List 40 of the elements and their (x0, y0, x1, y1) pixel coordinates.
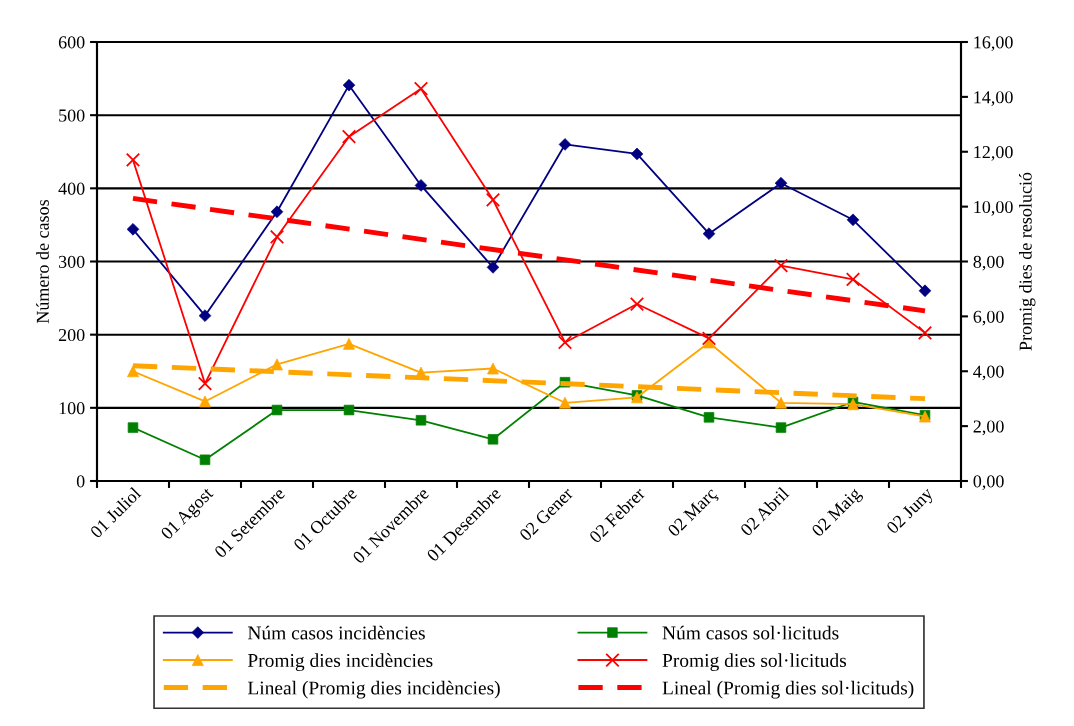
point (269, 229, 285, 244)
y-axis-title: Número de casos (36, 199, 49, 324)
point (341, 129, 357, 144)
y-tick-label: 300 (58, 255, 85, 268)
legend-label: Núm casos incidències (247, 625, 425, 640)
legend-label: Promig dies incidències (247, 653, 433, 672)
point (485, 192, 501, 207)
point (917, 325, 933, 340)
point (343, 404, 355, 416)
y2-tick-label: 16,00 (974, 36, 1013, 52)
point (845, 272, 861, 287)
point (125, 152, 141, 168)
y2-tick-label: 12,00 (974, 146, 1013, 161)
point (701, 331, 717, 346)
legend-label: Lineal (Promig dies incidències) (247, 680, 500, 699)
y-tick-label: 600 (58, 36, 85, 49)
y2-tick-label: 10,00 (974, 200, 1013, 216)
y-tick-label: 400 (58, 182, 85, 195)
legend-label: Núm casos sol·licituds (662, 625, 839, 640)
y2-tick-label: 6,00 (973, 310, 1004, 326)
point (773, 258, 789, 273)
y2-axis-title: Promig dies de resolució (1018, 172, 1036, 351)
y2-tick-label: 4,00 (973, 365, 1004, 381)
point (197, 376, 213, 391)
point (413, 81, 429, 96)
y2-tick-label: 2,00 (973, 420, 1004, 436)
y2-tick-label: 14,00 (974, 91, 1013, 106)
point (487, 434, 499, 445)
y-tick-label: 200 (58, 328, 85, 342)
y2-tick-label: 8,00 (973, 255, 1004, 271)
legend-label: Promig dies sol·licituds (662, 653, 847, 672)
y-tick-label: 0 (76, 475, 85, 488)
point (703, 412, 715, 423)
y-tick-label: 100 (59, 402, 85, 415)
x-tick-label: 02 Juny (885, 486, 937, 538)
y-tick-label: 500 (59, 109, 85, 122)
legend-label: Lineal (Promig dies sol·licituds) (662, 680, 914, 699)
point (557, 335, 573, 350)
y2-tick-label: 0,00 (973, 475, 1004, 491)
point (629, 296, 645, 312)
